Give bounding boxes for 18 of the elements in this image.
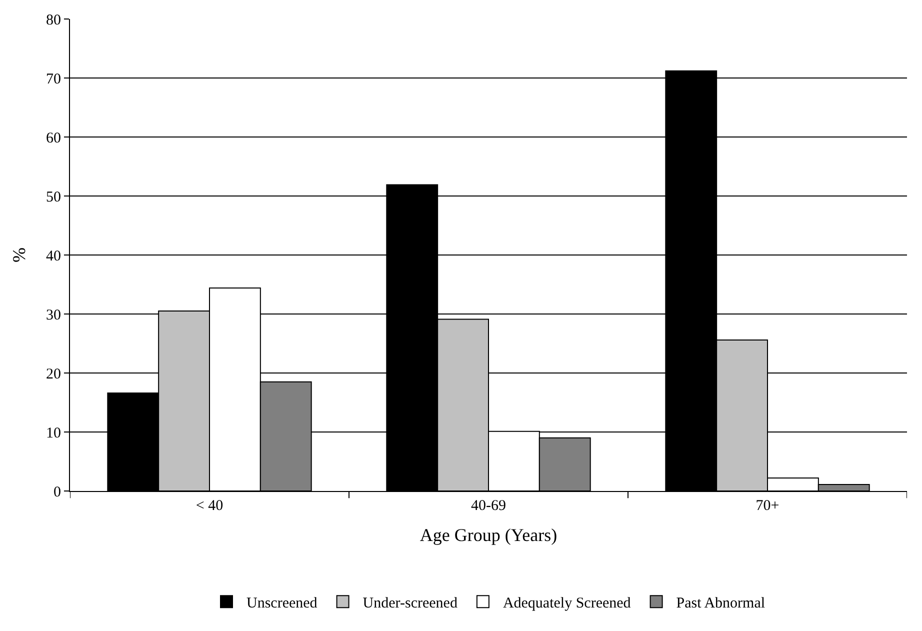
y-tick-label: 20 — [46, 366, 61, 382]
legend-label: Unscreened — [246, 596, 318, 612]
y-tick-label: 60 — [46, 130, 61, 146]
x-tick-label: < 40 — [196, 498, 224, 514]
x-axis-title: Age Group (Years) — [420, 525, 558, 546]
legend-label: Past Abnormal — [676, 596, 766, 612]
y-tick-label: 0 — [54, 484, 61, 500]
y-tick-label: 40 — [46, 248, 61, 264]
y-tick-label: 30 — [46, 307, 61, 324]
y-tick-label: 10 — [46, 425, 61, 442]
x-tick-label: 40-69 — [471, 498, 506, 514]
legend-label: Under-screened — [362, 596, 458, 612]
y-tick-label: 80 — [46, 12, 61, 28]
x-tick-label: 70+ — [756, 498, 780, 514]
y-tick-label: 70 — [46, 71, 61, 88]
y-tick-label: 50 — [46, 189, 61, 206]
legend-label: Adequately Screened — [502, 596, 632, 612]
y-axis-title: % — [9, 248, 30, 262]
